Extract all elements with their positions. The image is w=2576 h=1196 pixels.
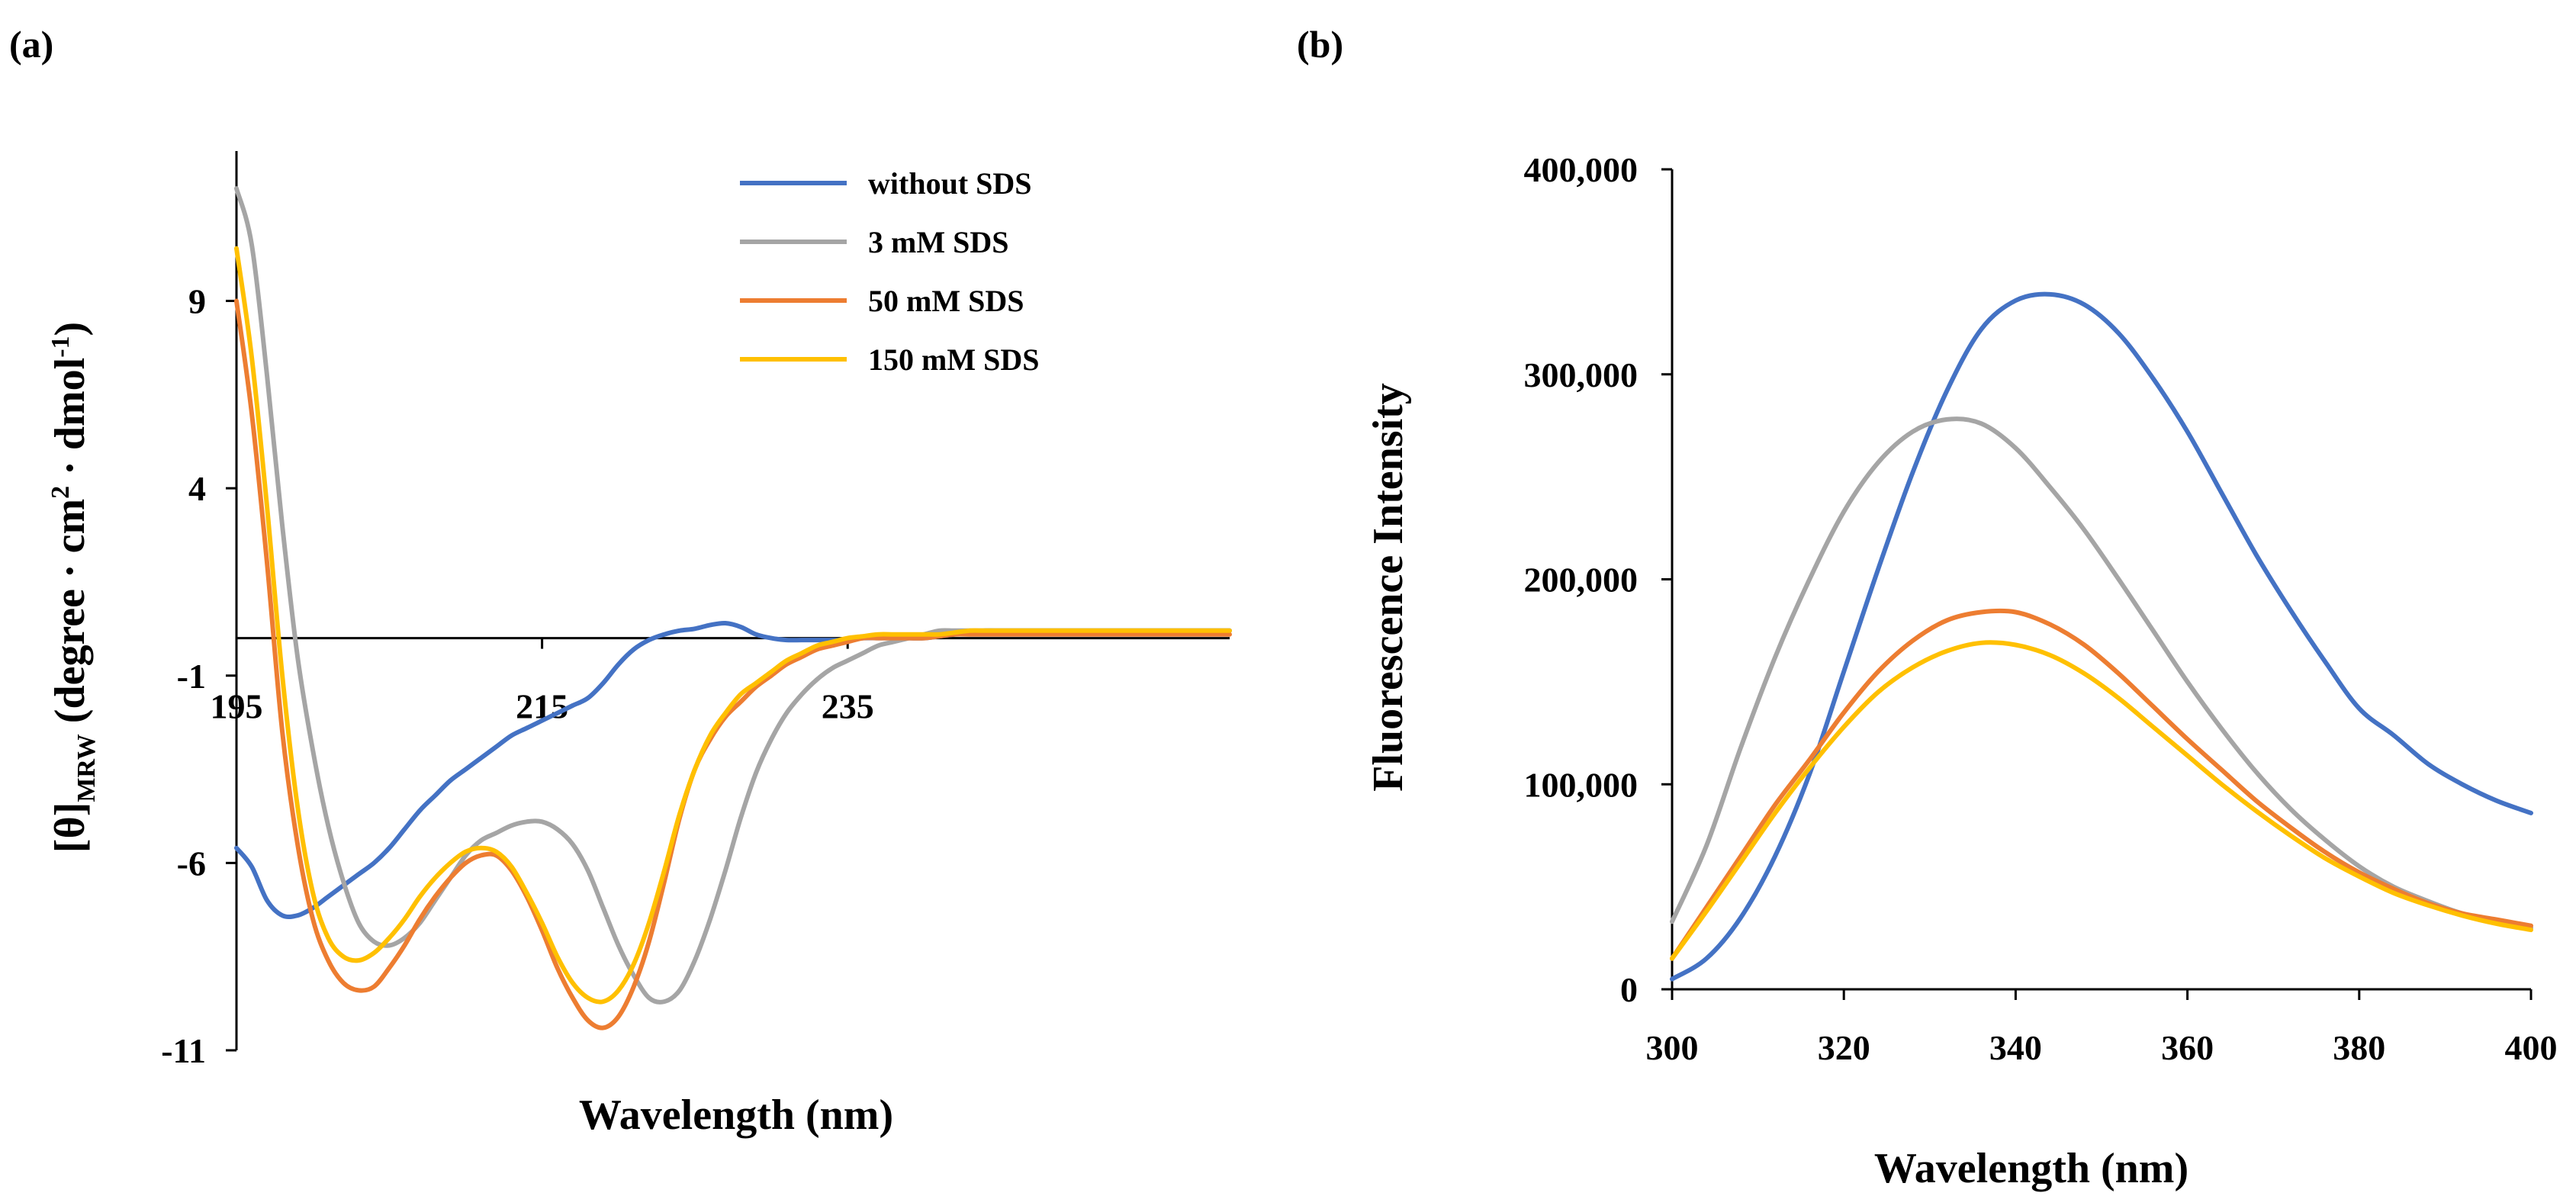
y-axis-title-subscript: MRW (72, 734, 101, 802)
panel-a-y-axis-title: [θ]MRW (degree · cm2 · dmol-1) (47, 322, 101, 853)
panel-a-y-tick-label: -1 (177, 657, 206, 696)
legend-entry-label: 3 mM SDS (868, 225, 1008, 259)
svg-text:[θ]MRW (degree · cm2 · dmol-1): [θ]MRW (degree · cm2 · dmol-1) (47, 322, 101, 853)
panel-a-x-tick-label: 195 (211, 687, 263, 726)
panel-b-x-tick-label: 400 (2505, 1028, 2558, 1067)
panel-a-chart: (a) [θ]MRW (degree · cm2 · dmol-1) Wavel… (9, 23, 1232, 1139)
panel-a-series-line-3 (234, 246, 1232, 1005)
legend-entry-label: 50 mM SDS (868, 284, 1024, 318)
panel-a-series-line-2 (234, 298, 1232, 1030)
panel-b-x-tick-label: 380 (2333, 1028, 2385, 1067)
panel-a-y-tick-label: 9 (188, 282, 206, 321)
panel-b-series-line-0 (1670, 291, 2533, 982)
panel-b-series-line-3 (1670, 640, 2533, 961)
y-axis-title-sup-1: 2 (47, 486, 75, 499)
panel-b-y-axis-title: Fluorescence Intensity (1365, 383, 1412, 792)
panel-a-series-line-1 (234, 186, 1232, 1005)
legend-entry-label: without SDS (868, 166, 1032, 201)
panel-b-y-tick-label: 300,000 (1524, 355, 1639, 394)
panel-b-y-tick-label: 100,000 (1524, 765, 1639, 804)
panel-a-x-tick-label: 235 (822, 687, 874, 726)
panel-b-x-tick-label: 320 (1818, 1028, 1870, 1067)
panel-b-x-tick-label: 360 (2161, 1028, 2214, 1067)
panel-b-x-tick-label: 300 (1646, 1028, 1699, 1067)
panel-a-y-tick-label: -11 (161, 1031, 206, 1070)
panel-a-y-tick-label: 4 (188, 469, 206, 508)
y-axis-title-main: [θ] (47, 802, 94, 854)
panel-b-y-tick-label: 0 (1620, 970, 1638, 1009)
panel-b-y-tick-label: 200,000 (1524, 561, 1639, 600)
panel-b-series-line-1 (1670, 416, 2533, 931)
y-axis-title-units: (degree · cm (47, 499, 94, 723)
y-axis-title-sup-2: -1 (47, 336, 75, 357)
panel-a-legend: without SDS 3 mM SDS 50 mM SDS 150 mM SDS (740, 166, 1039, 377)
panel-a-y-tick-label: -6 (177, 844, 206, 883)
panel-b-x-tick-label: 340 (1989, 1028, 2042, 1067)
panel-a-label: (a) (9, 23, 53, 66)
panel-b-label: (b) (1297, 23, 1343, 66)
panel-b-series-line-2 (1670, 608, 2533, 961)
panel-b-x-axis-title: Wavelength (nm) (1874, 1145, 2188, 1192)
panel-a-series-line-0 (234, 620, 1232, 920)
panel-a-x-axis-title: Wavelength (nm) (579, 1092, 893, 1139)
panel-b-y-tick-label: 400,000 (1524, 150, 1639, 189)
legend-entry-label: 150 mM SDS (868, 342, 1039, 377)
panel-b-chart: (b) Fluorescence Intensity Wavelength (n… (1297, 23, 2558, 1192)
